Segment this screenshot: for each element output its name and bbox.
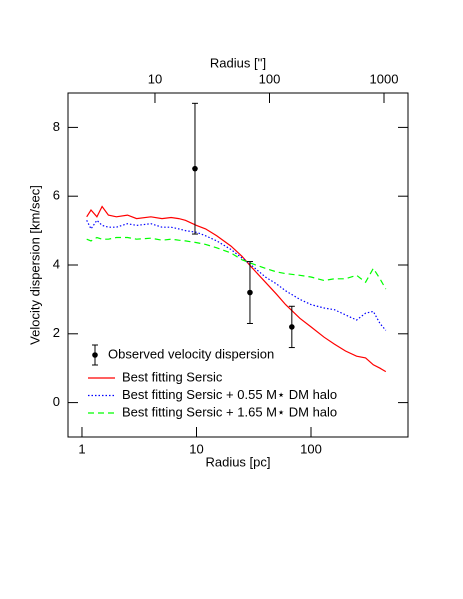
legend-marker [92,352,98,358]
y-tick-label: 2 [53,325,60,340]
plot-frame [67,92,409,438]
legend-label: Best fitting Sersic + 1.65 M⋆ DM halo [122,404,337,419]
x2-tick-label: 100 [259,71,281,86]
data-point [289,324,295,330]
x-tick-label: 10 [189,441,203,456]
legend-label: Observed velocity dispersion [108,346,274,361]
legend-label: Best fitting Sersic [122,369,223,384]
x-axis-label: Radius [pc] [205,454,270,469]
y-tick-label: 6 [53,188,60,203]
x2-tick-label: 1000 [370,71,399,86]
series-line [86,205,387,373]
x-tick-label: 1 [78,441,85,456]
series-line [86,236,387,290]
data-point [247,289,253,296]
y-axis-label: Velocity dispersion [km/sec] [27,185,42,345]
x-tick-label: 100 [300,441,322,456]
x2-tick-label: 10 [148,71,162,86]
legend-label: Best fitting Sersic + 0.55 M⋆ DM halo [122,387,337,402]
y-tick-label: 0 [53,394,60,409]
x2-axis-label: Radius [''] [210,55,266,70]
series-line [86,219,387,331]
y-tick-label: 4 [53,256,60,271]
y-tick-label: 8 [53,119,60,134]
data-point [192,165,198,172]
